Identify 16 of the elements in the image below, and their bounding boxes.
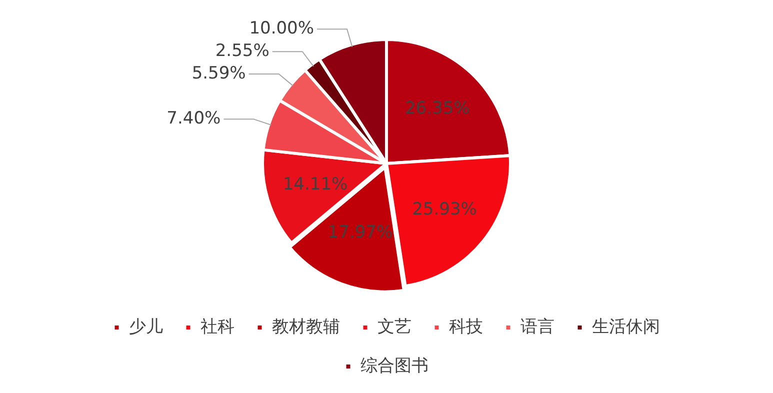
data-label: 7.40% <box>166 108 221 129</box>
data-label: 25.93% <box>412 200 477 220</box>
data-label: 14.11% <box>282 174 348 194</box>
legend-label: 生活休闲 <box>592 316 660 337</box>
legend-label: 科技 <box>448 316 483 337</box>
data-label: 26.35% <box>404 98 470 119</box>
legend-label: 文艺 <box>377 316 412 337</box>
data-label: 2.55% <box>215 41 270 62</box>
legend-label: 综合图书 <box>360 356 428 376</box>
legend-label: 语言 <box>520 316 554 337</box>
data-label: 10.00% <box>249 18 314 39</box>
legend-label: 社科 <box>200 316 234 337</box>
data-label: 17.97% <box>328 222 393 243</box>
data-label: 5.59% <box>192 63 246 84</box>
legend-label: 教材教辅 <box>272 316 340 337</box>
legend-label: 少儿 <box>128 316 163 337</box>
